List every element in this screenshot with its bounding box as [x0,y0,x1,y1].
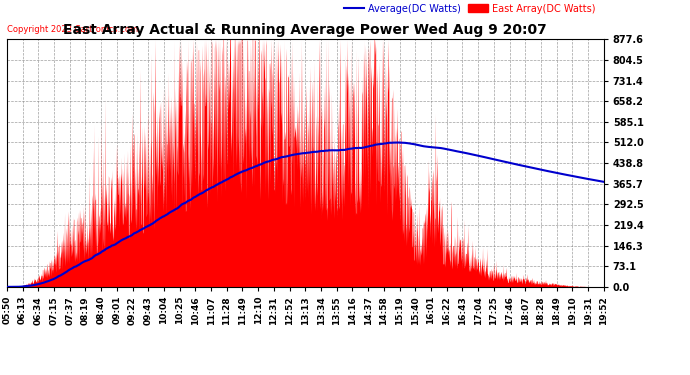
Text: Copyright 2023 Cartronics.com: Copyright 2023 Cartronics.com [7,26,138,34]
Legend: Average(DC Watts), East Array(DC Watts): Average(DC Watts), East Array(DC Watts) [340,0,599,18]
Title: East Array Actual & Running Average Power Wed Aug 9 20:07: East Array Actual & Running Average Powe… [63,23,547,37]
